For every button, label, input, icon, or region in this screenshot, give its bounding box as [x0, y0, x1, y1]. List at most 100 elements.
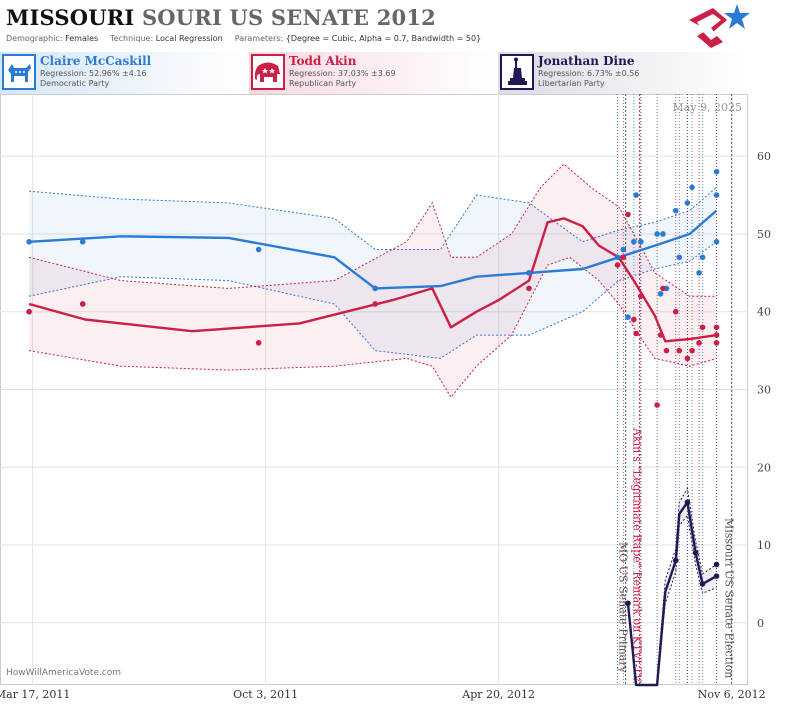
data-point — [699, 581, 706, 587]
data-point — [526, 285, 532, 292]
data-point — [631, 238, 637, 245]
trend-line — [29, 209, 718, 290]
confidence-band — [657, 488, 717, 685]
poll-points — [26, 168, 720, 607]
data-point — [713, 192, 720, 198]
y-tick-label: 10 — [757, 539, 771, 552]
data-point — [26, 308, 32, 315]
data-point — [696, 340, 702, 346]
band-lower-line — [29, 256, 717, 399]
data-point — [625, 600, 631, 607]
data-point — [699, 324, 706, 331]
data-point — [699, 254, 706, 261]
candidate-party: Libertarian Party — [538, 79, 605, 88]
band-lower-line — [28, 241, 717, 359]
y-tick-label: 60 — [757, 150, 771, 163]
y-tick-label: 20 — [757, 461, 771, 474]
data-point — [633, 192, 639, 198]
data-point — [660, 285, 666, 292]
liberty-icon — [500, 54, 534, 90]
data-point — [657, 332, 664, 338]
data-point — [372, 285, 378, 292]
x-tick-label: Apr 20, 2012 — [461, 688, 535, 701]
donkey-icon — [2, 54, 36, 90]
data-point — [631, 316, 637, 323]
data-point — [526, 270, 532, 276]
candidate-name: Todd Akin — [289, 54, 357, 68]
y-tick-label: 40 — [757, 306, 771, 319]
data-point — [713, 332, 720, 338]
trend-line — [28, 217, 717, 343]
event-lines: MO US Senate Primary Akin's "Legitimate R… — [617, 94, 736, 685]
candidate-regression: Regression: 52.96% ±4.16 — [40, 69, 147, 78]
data-point — [713, 168, 720, 175]
data-point — [684, 200, 691, 206]
data-point — [713, 340, 720, 346]
data-point — [684, 355, 691, 362]
candidate-party: Democratic Party — [40, 79, 110, 88]
regression-chart: MO US Senate Primary Akin's "Legitimate R… — [0, 94, 771, 701]
data-point — [372, 301, 378, 307]
data-point — [713, 324, 720, 331]
data-point — [672, 557, 679, 564]
technique-value: Local Regression — [155, 34, 223, 43]
candidate-card-dine: Jonathan Dine Regression: 6.73% ±0.56 Li… — [498, 52, 746, 94]
data-point — [663, 347, 670, 354]
trend-lines — [28, 209, 718, 687]
data-point — [638, 238, 644, 245]
candidate-name: Claire McCaskill — [40, 54, 152, 68]
header: MISSOURI SOURI US SENATE 2012 Demographi… — [0, 0, 789, 50]
data-point — [79, 238, 86, 245]
data-point — [255, 340, 262, 346]
grid — [0, 94, 748, 685]
data-point — [684, 499, 691, 506]
candidate-regression: Regression: 37.03% ±3.69 — [289, 69, 396, 78]
candidate-cards: Claire McCaskill Regression: 52.96% ±4.1… — [0, 52, 789, 94]
data-point — [657, 291, 664, 297]
data-point — [633, 330, 639, 337]
parameters-value: {Degree = Cubic, Alpha = 0.7, Bandwidth … — [285, 34, 482, 43]
data-point — [672, 207, 679, 214]
data-point — [676, 347, 683, 354]
page-title: MISSOURI SOURI US SENATE 2012 — [6, 5, 436, 30]
data-point — [713, 561, 720, 568]
site-logo-icon — [689, 4, 750, 48]
data-point — [614, 254, 621, 261]
candidate-card-akin: Todd Akin Regression: 37.03% ±3.69 Repub… — [249, 52, 497, 94]
data-point — [625, 314, 631, 320]
parameters-line: Demographic: Females Technique: Local Reg… — [6, 34, 482, 43]
trend-line — [626, 501, 718, 687]
data-point — [255, 246, 262, 253]
data-point — [696, 270, 702, 276]
x-tick-label: Mar 17, 2011 — [0, 688, 70, 701]
y-tick-label: 50 — [757, 228, 771, 241]
data-point — [672, 308, 679, 315]
confidence-band — [29, 164, 717, 398]
data-point — [625, 211, 631, 218]
data-point — [614, 262, 621, 268]
data-point — [692, 550, 699, 556]
band-upper-line — [29, 186, 717, 250]
event-label: MO US Senate Primary — [617, 542, 630, 674]
x-tick-label: Nov 6, 2012 — [698, 688, 766, 701]
confidence-bands — [28, 163, 717, 686]
candidate-party: Republican Party — [289, 79, 357, 88]
data-point — [654, 231, 660, 237]
band-upper-line — [656, 486, 717, 678]
watermark: HowWillAmericaVote.com — [6, 668, 122, 678]
date-stamp: May 9, 2025 — [672, 101, 742, 114]
data-point — [676, 254, 683, 261]
band-lower-line — [656, 514, 717, 686]
candidate-name: Jonathan Dine — [538, 54, 635, 68]
data-point — [620, 254, 627, 261]
data-point — [660, 231, 666, 237]
data-point — [689, 347, 695, 354]
elephant-icon — [251, 54, 285, 90]
x-tick-label: Oct 3, 2011 — [233, 688, 298, 701]
axis-labels: 60 50 40 30 20 10 0 Mar 17, 2011 Oct 3, 2011 Apr … — [0, 150, 771, 701]
data-point — [689, 184, 695, 191]
event-label: Akin's "Legitimate Rape" Remark on KTVI-… — [631, 427, 644, 683]
data-point — [26, 238, 32, 245]
data-point — [620, 246, 627, 253]
data-point — [79, 301, 86, 307]
